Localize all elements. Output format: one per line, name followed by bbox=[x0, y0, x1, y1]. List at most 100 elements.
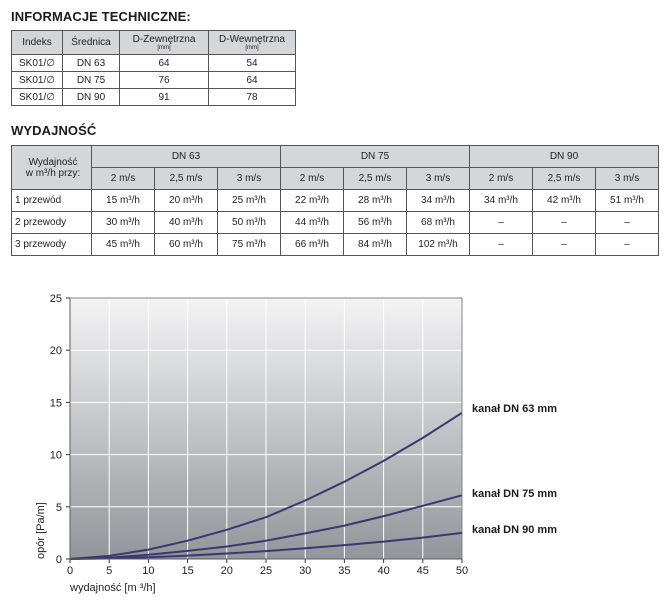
table-cell: 45 m³/h bbox=[91, 233, 155, 256]
table-cell: 34 m³/h bbox=[406, 189, 470, 212]
table-cell: 75 m³/h bbox=[217, 233, 281, 256]
table-cell: SK01/∅ bbox=[11, 54, 63, 72]
tech-info-title: INFORMACJE TECHNICZNE: bbox=[11, 9, 191, 24]
performance-title: WYDAJNOŚĆ bbox=[11, 123, 97, 138]
table-cell: 78 bbox=[208, 88, 296, 106]
y-tick-label: 5 bbox=[56, 502, 62, 514]
table-header-row: Wydajność w m³/h przy: DN 63 DN 75 DN 90 bbox=[11, 145, 659, 190]
table-cell: 40 m³/h bbox=[154, 211, 218, 234]
series-line-0 bbox=[69, 411, 463, 560]
table-row: 2 przewody 30 m³/h 40 m³/h 50 m³/h 44 m³… bbox=[11, 211, 659, 234]
table-cell: 51 m³/h bbox=[595, 189, 659, 212]
y-tick-label: 0 bbox=[56, 554, 62, 566]
table-cell: – bbox=[469, 233, 533, 256]
table-cell: 84 m³/h bbox=[343, 233, 407, 256]
col-header-d-wewnetrzna: D-Wewnętrzna [mm] bbox=[208, 30, 296, 55]
table-cell: SK01/∅ bbox=[11, 71, 63, 89]
plot-border bbox=[69, 297, 463, 560]
corner-line-2: w m³/h przy: bbox=[25, 167, 81, 179]
table-cell: 20 m³/h bbox=[154, 189, 218, 212]
speed-header: 2,5 m/s bbox=[532, 167, 596, 190]
group-header-dn90: DN 90 bbox=[469, 145, 659, 168]
x-tick-label: 15 bbox=[181, 565, 193, 577]
table-cell: 30 m³/h bbox=[91, 211, 155, 234]
table-cell: 68 m³/h bbox=[406, 211, 470, 234]
table-cell: DN 90 bbox=[62, 88, 120, 106]
table-cell: 64 bbox=[208, 71, 296, 89]
corner-line-1: Wydajność bbox=[28, 156, 78, 168]
row-label: 1 przewód bbox=[11, 189, 92, 212]
y-tick-label: 15 bbox=[50, 397, 62, 409]
tech-info-table: Indeks Średnica D-Zewnętrzna [mm] D-Wewnę… bbox=[11, 30, 296, 106]
table-cell: – bbox=[469, 211, 533, 234]
speed-header: 2,5 m/s bbox=[154, 167, 218, 190]
x-tick-label: 0 bbox=[67, 565, 73, 577]
speed-header: 3 m/s bbox=[406, 167, 470, 190]
table-cell: 44 m³/h bbox=[280, 211, 344, 234]
table-cell: 34 m³/h bbox=[469, 189, 533, 212]
col-header-d-zewnetrzna: D-Zewnętrzna [mm] bbox=[119, 30, 209, 55]
group-header-dn63: DN 63 bbox=[91, 145, 281, 168]
table-cell: 64 bbox=[119, 54, 209, 72]
series-line-2 bbox=[69, 531, 463, 560]
series-label-dn75: kanał DN 75 mm bbox=[472, 488, 557, 500]
series-label-dn90: kanał DN 90 mm bbox=[472, 524, 557, 536]
table-cell: – bbox=[532, 211, 596, 234]
series-label-dn63: kanał DN 63 mm bbox=[472, 403, 557, 415]
x-tick-label: 25 bbox=[260, 565, 272, 577]
table-cell: – bbox=[595, 233, 659, 256]
x-axis-label: wydajność [m ³/h] bbox=[69, 582, 156, 594]
table-row: SK01/∅ DN 75 76 64 bbox=[11, 71, 296, 89]
speed-header: 3 m/s bbox=[595, 167, 659, 190]
table-header-row: Indeks Średnica D-Zewnętrzna [mm] D-Wewnę… bbox=[11, 30, 296, 55]
tick-labels: 0 5 10 15 20 25 30 35 40 45 50 0 5 10 15 20 25 bbox=[50, 293, 468, 577]
table-cell: 42 m³/h bbox=[532, 189, 596, 212]
x-tick-label: 45 bbox=[417, 565, 429, 577]
series-lines bbox=[69, 411, 463, 560]
table-cell: 60 m³/h bbox=[154, 233, 218, 256]
table-cell: 25 m³/h bbox=[217, 189, 281, 212]
speed-header: 2 m/s bbox=[91, 167, 155, 190]
speed-header: 2 m/s bbox=[280, 167, 344, 190]
table-cell: 102 m³/h bbox=[406, 233, 470, 256]
y-axis-label: opór [Pa/m] bbox=[35, 502, 47, 559]
corner-header: Wydajność w m³/h przy: bbox=[11, 145, 92, 190]
table-cell: 22 m³/h bbox=[280, 189, 344, 212]
table-cell: 15 m³/h bbox=[91, 189, 155, 212]
table-row: 1 przewód 15 m³/h 20 m³/h 25 m³/h 22 m³/… bbox=[11, 189, 659, 212]
table-cell: DN 63 bbox=[62, 54, 120, 72]
x-tick-label: 10 bbox=[142, 565, 154, 577]
group-header-dn75: DN 75 bbox=[280, 145, 470, 168]
table-cell: 66 m³/h bbox=[280, 233, 344, 256]
table-cell: – bbox=[532, 233, 596, 256]
table-cell: SK01/∅ bbox=[11, 88, 63, 106]
speed-header: 2,5 m/s bbox=[343, 167, 407, 190]
x-tick-label: 35 bbox=[338, 565, 350, 577]
speed-header: 3 m/s bbox=[217, 167, 281, 190]
x-tick-label: 50 bbox=[456, 565, 468, 577]
table-cell: – bbox=[595, 211, 659, 234]
table-cell: 56 m³/h bbox=[343, 211, 407, 234]
table-cell: 54 bbox=[208, 54, 296, 72]
table-row: SK01/∅ DN 90 91 78 bbox=[11, 88, 296, 106]
table-row: 3 przewody 45 m³/h 60 m³/h 75 m³/h 66 m³… bbox=[11, 233, 659, 256]
table-cell: 50 m³/h bbox=[217, 211, 281, 234]
unit-label: [mm] bbox=[157, 45, 171, 51]
col-header-indeks: Indeks bbox=[11, 30, 63, 55]
table-cell: 28 m³/h bbox=[343, 189, 407, 212]
x-tick-label: 5 bbox=[106, 565, 112, 577]
table-cell: DN 75 bbox=[62, 71, 120, 89]
series-line-1 bbox=[69, 494, 463, 560]
x-tick-label: 20 bbox=[221, 565, 233, 577]
table-row: SK01/∅ DN 63 64 54 bbox=[11, 54, 296, 72]
speed-header-row: 2 m/s 2,5 m/s 3 m/s 2 m/s 2,5 m/s 3 m/s … bbox=[11, 167, 659, 190]
y-tick-label: 10 bbox=[50, 450, 62, 462]
axes bbox=[69, 297, 463, 560]
speed-header: 2 m/s bbox=[469, 167, 533, 190]
x-tick-label: 30 bbox=[299, 565, 311, 577]
table-cell: 76 bbox=[119, 71, 209, 89]
x-tick-label: 40 bbox=[377, 565, 389, 577]
unit-label: [mm] bbox=[245, 45, 259, 51]
row-label: 2 przewody bbox=[11, 211, 92, 234]
table-cell: 91 bbox=[119, 88, 209, 106]
